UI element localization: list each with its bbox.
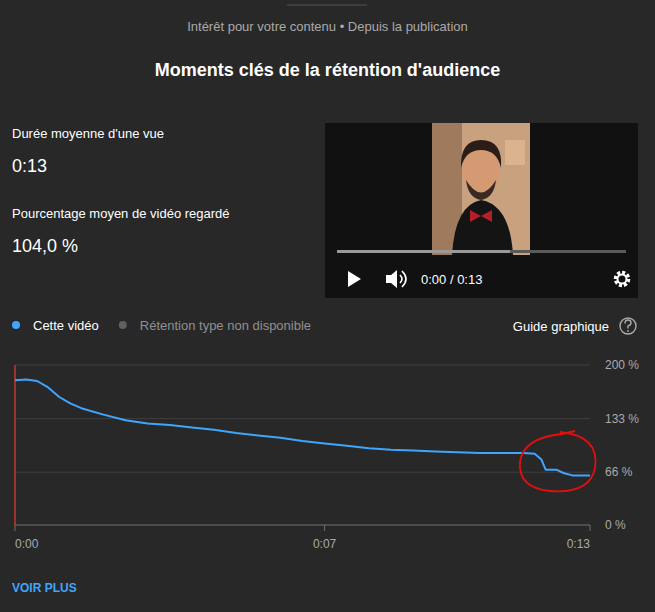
x-tick	[324, 525, 325, 531]
help-dot	[627, 330, 629, 332]
x-tick	[15, 525, 16, 531]
legend-label-unavailable: Rétention type non disponible	[140, 318, 311, 333]
plot-area	[15, 379, 590, 475]
player-frame	[325, 123, 638, 298]
subtitle: Intérêt pour votre contenu • Depuis la p…	[187, 19, 468, 34]
help-icon[interactable]	[620, 318, 636, 334]
x-tick-label: 0:13	[567, 537, 591, 551]
settings-gear-inner	[618, 275, 627, 284]
retention-line	[15, 379, 590, 475]
y-tick-label: 200 %	[605, 358, 639, 372]
divider	[287, 5, 367, 6]
player-time: 0:00 / 0:13	[421, 272, 482, 287]
volume-waves	[400, 271, 406, 287]
summary-label: Pourcentage moyen de vidéo regardé	[12, 206, 230, 221]
y-tick-label: 66 %	[605, 465, 633, 479]
help-mark	[625, 320, 631, 329]
see-more-link[interactable]: VOIR PLUS	[12, 581, 77, 595]
x-axis-line	[15, 525, 590, 526]
x-tick-label: 0:07	[313, 537, 337, 551]
play-button[interactable]	[348, 271, 361, 287]
thumbnail-frame	[505, 140, 525, 165]
legend-swatch-unavailable	[119, 321, 127, 329]
x-tick-label: 0:00	[15, 537, 39, 551]
thumbnail-bowtie	[470, 210, 492, 222]
summary-value: 104,0 %	[12, 236, 78, 256]
settings-gear[interactable]	[616, 273, 629, 286]
thumbnail-shirt	[452, 200, 513, 255]
volume-icon[interactable]	[386, 270, 397, 288]
thumbnail-bg	[432, 123, 530, 255]
grid-line	[15, 365, 590, 366]
title: Moments clés de la rétention d'audience	[155, 60, 500, 80]
thumbnail-hair	[461, 140, 501, 168]
page: Intérêt pour votre contenu • Depuis la p…	[0, 0, 655, 612]
playhead	[14, 365, 16, 525]
summary-value: 0:13	[12, 156, 47, 176]
y-tick-label: 133 %	[605, 412, 639, 426]
grid-line	[15, 472, 590, 473]
grid-line	[15, 418, 590, 419]
x-tick	[590, 525, 591, 531]
progress-track	[337, 250, 626, 253]
red-circle-annotation	[520, 431, 596, 491]
legend-label: Cette vidéo	[33, 318, 99, 333]
thumbnail-beard	[466, 180, 496, 200]
y-tick-label: 0 %	[605, 518, 626, 532]
legend-swatch	[12, 321, 20, 329]
progress-buffer	[337, 250, 510, 253]
video-player: 0:00 / 0:13	[325, 123, 638, 298]
summary-label: Durée moyenne d'une vue	[12, 126, 164, 141]
chart-guide-link[interactable]: Guide graphique	[513, 319, 609, 334]
